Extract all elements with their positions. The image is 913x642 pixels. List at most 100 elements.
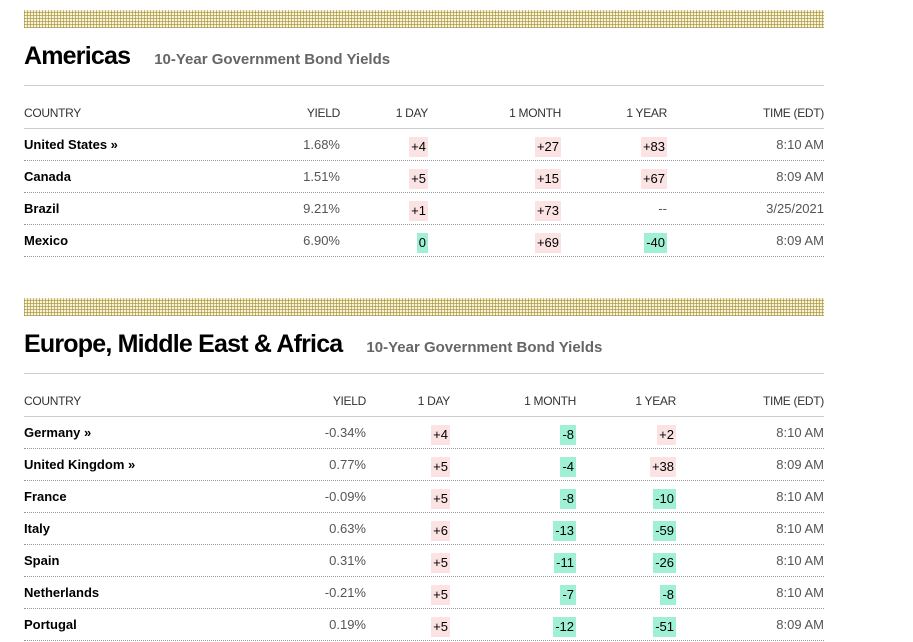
table-body: United States » 1.68% +4 +27 +83 8:10 AM Canad… — [24, 129, 824, 257]
country-link[interactable]: United Kingdom » — [24, 457, 136, 472]
change-1month: +69 — [534, 233, 561, 253]
time-value: 8:09 AM — [776, 169, 824, 184]
change-1month: +15 — [534, 169, 561, 189]
table-row: Italy 0.63% +6 -13 -59 8:10 AM — [24, 513, 824, 545]
yield-value: 0.19% — [329, 617, 366, 632]
country-name: Brazil — [24, 201, 60, 216]
yields-table: COUNTRY YIELD 1 DAY 1 MONTH 1 YEAR TIME … — [24, 99, 824, 257]
change-1month: -12 — [553, 617, 576, 637]
col-yield-header: YIELD — [332, 394, 366, 408]
section-divider-pattern — [24, 298, 824, 316]
section-header: Europe, Middle East & Africa 10-Year Gov… — [24, 330, 824, 374]
table-row: Mexico 6.90% 0 +69 -40 8:09 AM — [24, 225, 824, 257]
time-value: 8:09 AM — [776, 233, 824, 248]
table-row: Canada 1.51% +5 +15 +67 8:09 AM — [24, 161, 824, 193]
time-value: 8:10 AM — [776, 137, 824, 152]
time-value: 8:09 AM — [776, 457, 824, 472]
change-1day: +5 — [409, 169, 428, 189]
col-time-header: TIME (EDT) — [763, 106, 824, 120]
table-row: Netherlands -0.21% +5 -7 -8 8:10 AM — [24, 577, 824, 609]
col-1month-header: 1 MONTH — [524, 394, 576, 408]
yield-value: 6.90% — [303, 233, 340, 248]
change-1month: -8 — [560, 489, 576, 509]
table-row: Portugal 0.19% +5 -12 -51 8:09 AM — [24, 609, 824, 641]
table-row: United States » 1.68% +4 +27 +83 8:10 AM — [24, 129, 824, 161]
table-header: COUNTRY YIELD 1 DAY 1 MONTH 1 YEAR TIME … — [24, 99, 824, 129]
change-1year: -- — [658, 201, 667, 216]
country-link[interactable]: United States » — [24, 137, 118, 152]
col-1day-header: 1 DAY — [417, 394, 451, 408]
change-1month: -11 — [554, 553, 576, 573]
change-1year: -8 — [660, 585, 676, 605]
country-link[interactable]: Germany » — [24, 425, 92, 440]
yield-value: -0.21% — [324, 585, 366, 600]
yield-value: 1.51% — [303, 169, 340, 184]
country-name: Mexico — [24, 233, 69, 248]
yield-value: 0.77% — [329, 457, 366, 472]
change-1year: +2 — [657, 425, 676, 445]
change-1year: -40 — [644, 233, 667, 253]
table-row: Spain 0.31% +5 -11 -26 8:10 AM — [24, 545, 824, 577]
change-1day: +4 — [431, 425, 450, 445]
table-row: United Kingdom » 0.77% +5 -4 +38 8:09 AM — [24, 449, 824, 481]
country-name: Italy — [24, 521, 51, 536]
change-1month: +73 — [534, 201, 561, 221]
col-1month-header: 1 MONTH — [509, 106, 561, 120]
time-value: 8:10 AM — [776, 521, 824, 536]
change-1day: 0 — [416, 233, 428, 253]
change-1year: +83 — [640, 137, 667, 157]
country-name: France — [24, 489, 67, 504]
table-row: Brazil 9.21% +1 +73 -- 3/25/2021 — [24, 193, 824, 225]
section-divider-pattern — [24, 10, 824, 28]
change-1day: +1 — [409, 201, 428, 221]
table-row: France -0.09% +5 -8 -10 8:10 AM — [24, 481, 824, 513]
country-name: Canada — [24, 169, 71, 184]
change-1month: -4 — [560, 457, 576, 477]
change-1year: -51 — [653, 617, 676, 637]
change-1month: -13 — [553, 521, 576, 541]
change-1month: -8 — [560, 425, 576, 445]
yield-value: 0.31% — [329, 553, 366, 568]
country-name: Netherlands — [24, 585, 100, 600]
time-value: 8:10 AM — [776, 425, 824, 440]
time-value: 3/25/2021 — [766, 201, 824, 216]
table-header: COUNTRY YIELD 1 DAY 1 MONTH 1 YEAR TIME … — [24, 387, 824, 417]
change-1month: +27 — [534, 137, 561, 157]
col-1year-header: 1 YEAR — [626, 106, 667, 120]
change-1day: +5 — [431, 489, 450, 509]
change-1day: +5 — [431, 553, 450, 573]
section-header: Americas 10-Year Government Bond Yields — [24, 42, 824, 86]
time-value: 8:10 AM — [776, 489, 824, 504]
emea-section: Europe, Middle East & Africa 10-Year Gov… — [24, 298, 824, 641]
yield-value: 1.68% — [303, 137, 340, 152]
section-subtitle: 10-Year Government Bond Yields — [154, 51, 391, 68]
time-value: 8:10 AM — [776, 585, 824, 600]
yield-value: -0.09% — [324, 489, 366, 504]
country-name: Portugal — [24, 617, 77, 632]
change-1day: +5 — [431, 585, 450, 605]
change-1month: -7 — [560, 585, 576, 605]
country-name: Spain — [24, 553, 60, 568]
change-1year: -26 — [653, 553, 676, 573]
col-1day-header: 1 DAY — [395, 106, 429, 120]
section-subtitle: 10-Year Government Bond Yields — [366, 339, 603, 356]
change-1year: -10 — [653, 489, 676, 509]
col-yield-header: YIELD — [306, 106, 340, 120]
americas-section: Americas 10-Year Government Bond Yields … — [24, 10, 824, 257]
col-time-header: TIME (EDT) — [763, 394, 824, 408]
change-1day: +4 — [409, 137, 428, 157]
yields-table: COUNTRY YIELD 1 DAY 1 MONTH 1 YEAR TIME … — [24, 387, 824, 641]
change-1year: -59 — [653, 521, 676, 541]
change-1day: +5 — [431, 617, 450, 637]
table-body: Germany » -0.34% +4 -8 +2 8:10 AM United Kingd… — [24, 417, 824, 641]
change-1year: +67 — [640, 169, 667, 189]
time-value: 8:09 AM — [776, 617, 824, 632]
section-title: Europe, Middle East & Africa — [24, 330, 343, 358]
yield-value: -0.34% — [324, 425, 366, 440]
change-1year: +38 — [649, 457, 676, 477]
col-country-header: COUNTRY — [24, 106, 82, 120]
col-1year-header: 1 YEAR — [635, 394, 676, 408]
col-country-header: COUNTRY — [24, 394, 82, 408]
change-1day: +6 — [431, 521, 450, 541]
yield-value: 0.63% — [329, 521, 366, 536]
